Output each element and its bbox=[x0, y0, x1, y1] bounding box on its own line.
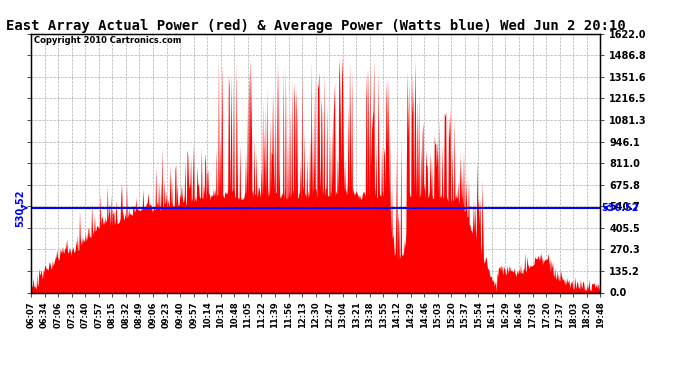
Text: Copyright 2010 Cartronics.com: Copyright 2010 Cartronics.com bbox=[34, 36, 181, 45]
Title: East Array Actual Power (red) & Average Power (Watts blue) Wed Jun 2 20:10: East Array Actual Power (red) & Average … bbox=[6, 19, 626, 33]
Text: 530.52: 530.52 bbox=[601, 203, 638, 213]
Text: 530.52: 530.52 bbox=[15, 189, 26, 226]
